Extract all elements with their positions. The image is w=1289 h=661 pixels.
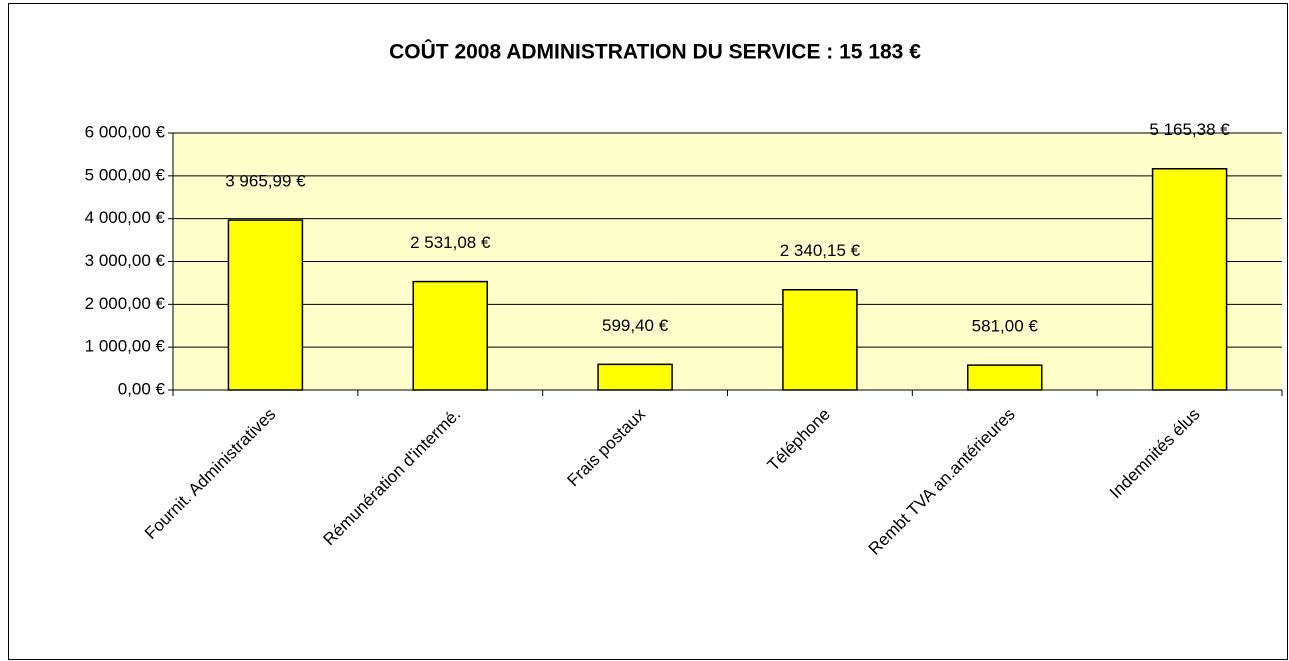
data-label: 5 165,38 € bbox=[1149, 120, 1230, 139]
bar bbox=[967, 364, 1043, 391]
data-label: 2 340,15 € bbox=[780, 241, 861, 260]
chart-title: COÛT 2008 ADMINISTRATION DU SERVICE : 15… bbox=[389, 40, 921, 64]
y-tick-label: 2 000,00 € bbox=[85, 294, 166, 313]
bar bbox=[1151, 167, 1228, 391]
y-tick-label: 4 000,00 € bbox=[85, 208, 166, 227]
bar bbox=[227, 219, 304, 391]
data-label: 3 965,99 € bbox=[225, 172, 306, 191]
data-label: 599,40 € bbox=[602, 316, 669, 335]
y-tick-label: 6 000,00 € bbox=[85, 122, 166, 141]
y-tick-label: 3 000,00 € bbox=[85, 251, 166, 270]
data-label: 581,00 € bbox=[972, 317, 1039, 336]
bar bbox=[597, 363, 673, 391]
y-tick-label: 0,00 € bbox=[118, 379, 166, 398]
bar bbox=[782, 289, 858, 391]
bar bbox=[412, 280, 488, 391]
y-tick-label: 5 000,00 € bbox=[85, 165, 166, 184]
data-label: 2 531,08 € bbox=[410, 233, 491, 252]
y-tick-label: 1 000,00 € bbox=[85, 337, 166, 356]
